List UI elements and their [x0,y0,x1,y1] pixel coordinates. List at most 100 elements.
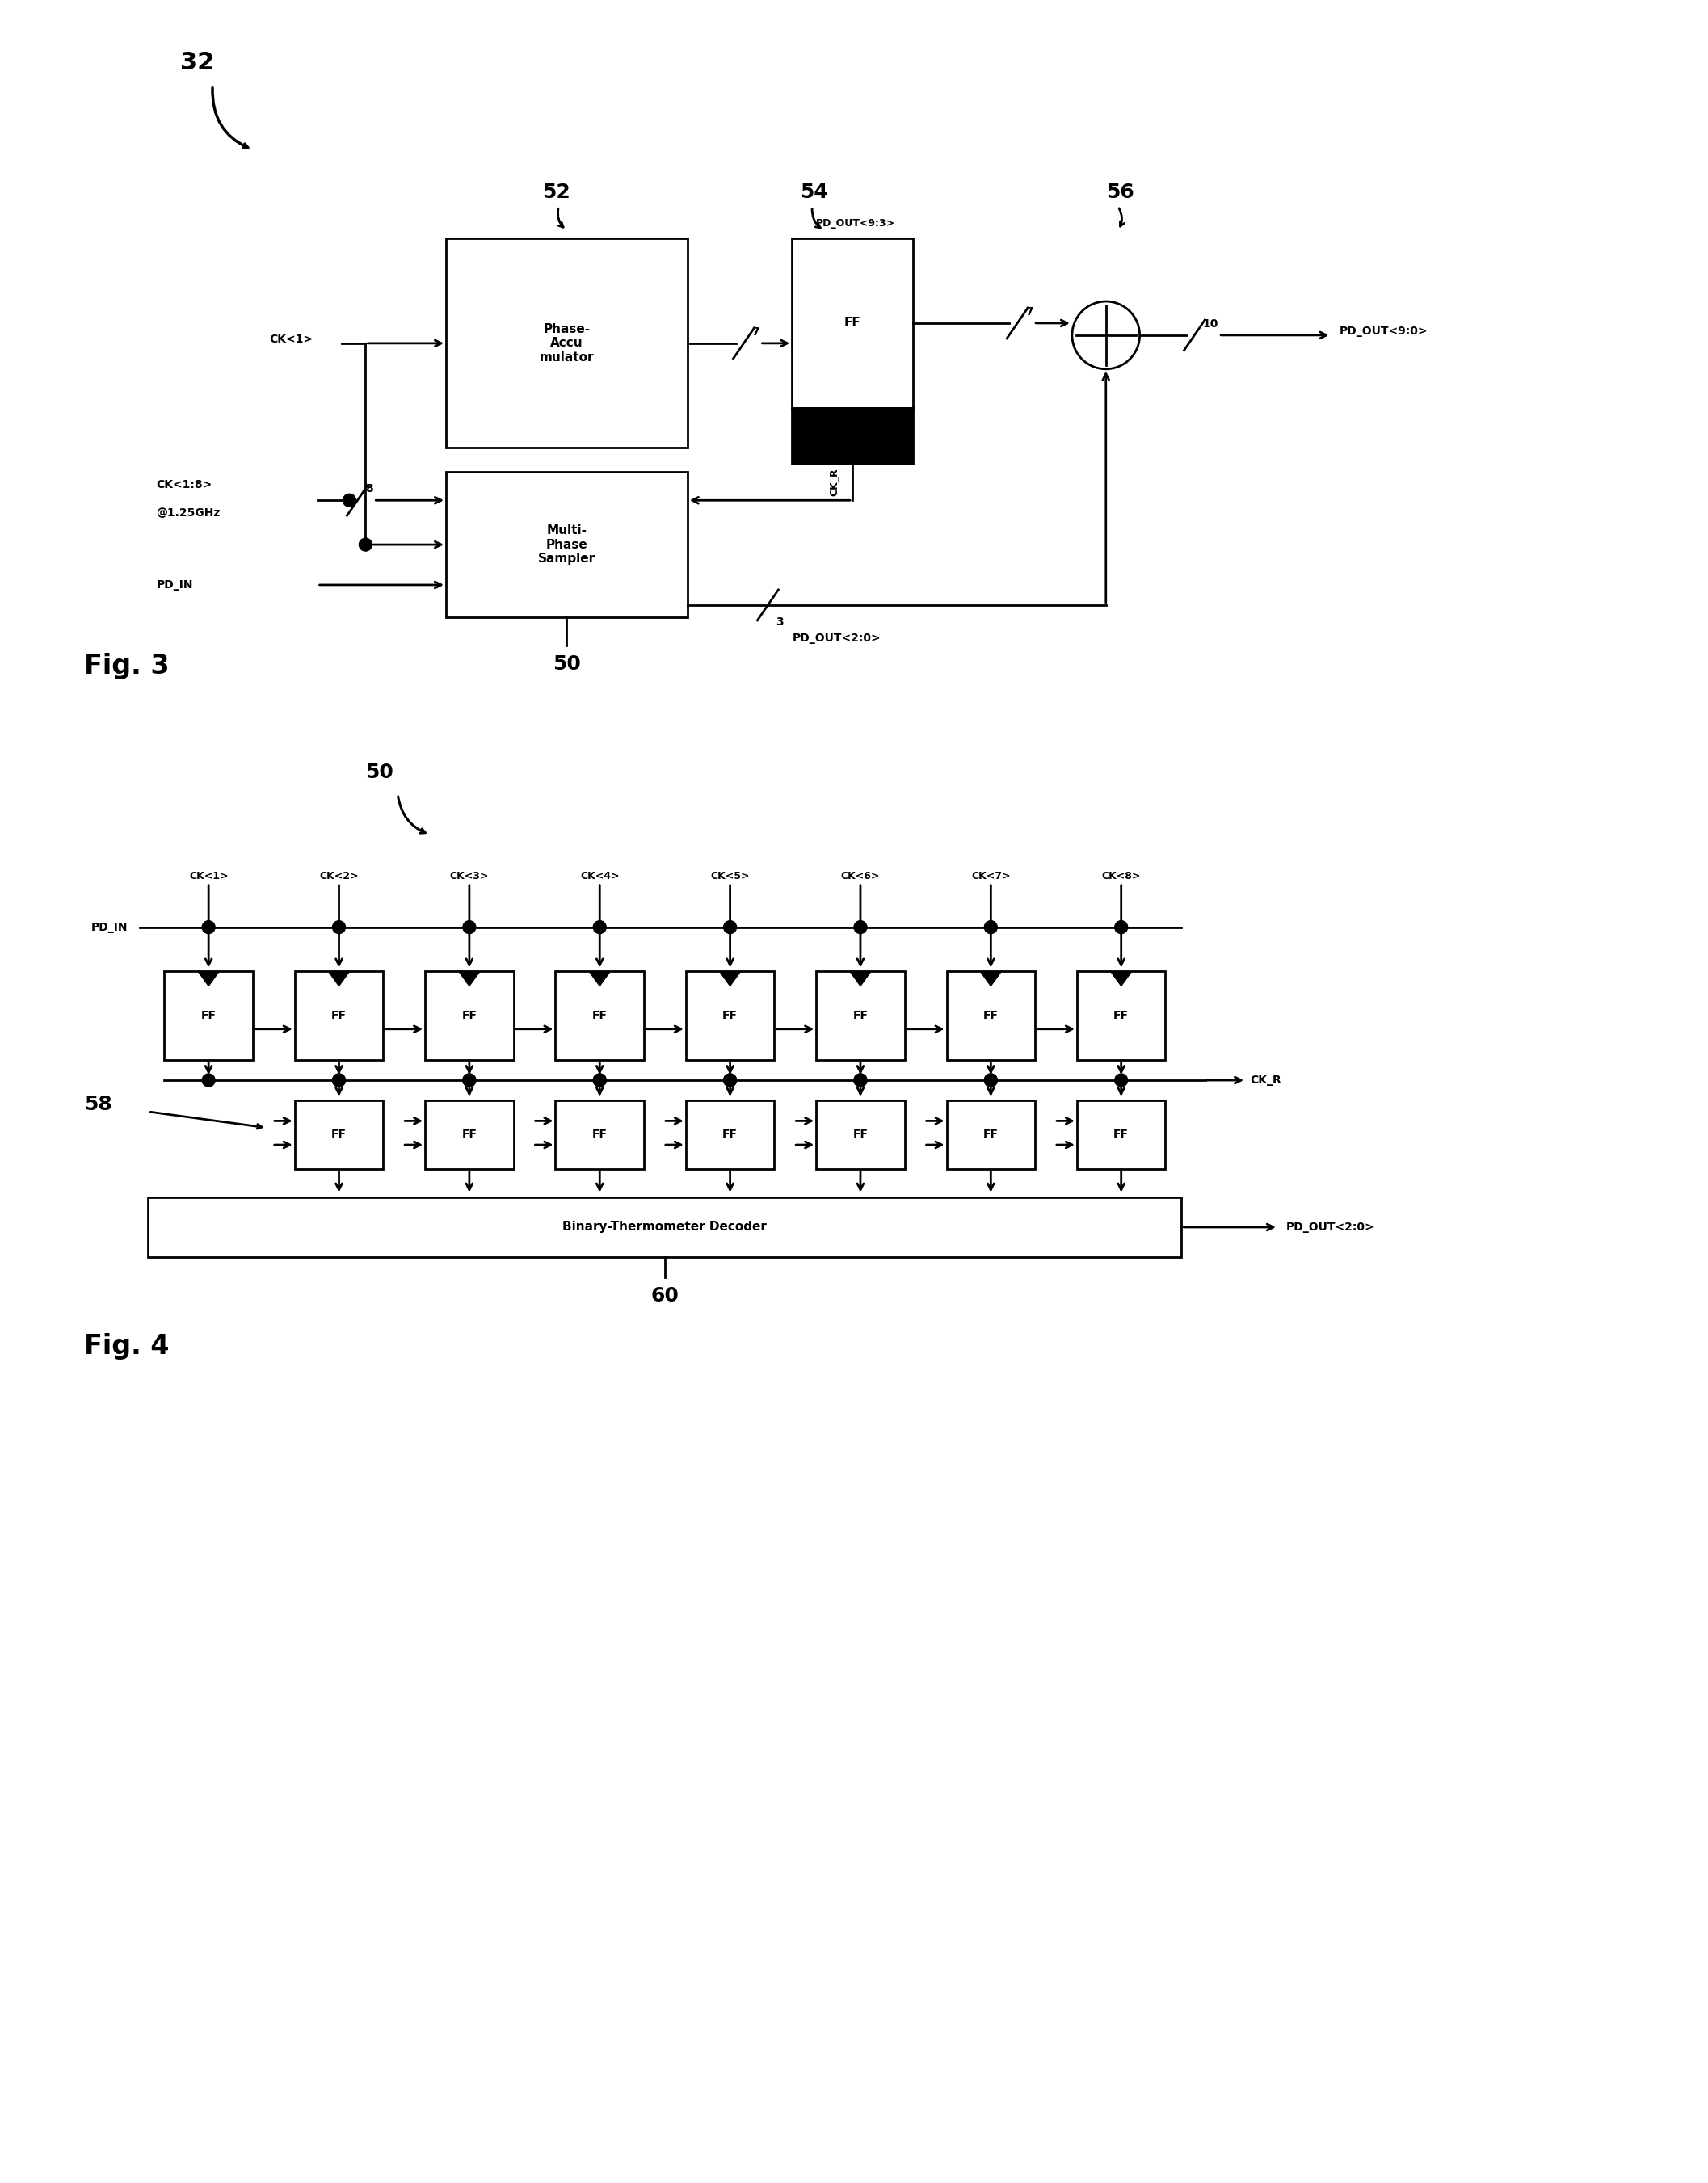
Text: @1.25GHz: @1.25GHz [155,506,220,520]
Polygon shape [589,971,610,987]
Bar [793,408,912,465]
Circle shape [333,1074,345,1087]
Bar [946,971,1035,1061]
Bar [816,1100,905,1168]
Circle shape [359,539,372,550]
Text: PD_OUT<9:0>: PD_OUT<9:0> [1339,325,1428,336]
Text: 54: 54 [799,183,828,203]
Text: FF: FF [461,1129,477,1140]
Text: Binary-Thermometer Decoder: Binary-Thermometer Decoder [562,1220,767,1233]
Bar [687,1100,774,1168]
Text: PD_IN: PD_IN [155,578,193,592]
Bar [425,971,514,1061]
Bar [446,238,687,448]
Bar [555,1100,644,1168]
Circle shape [202,921,215,934]
Polygon shape [459,971,480,987]
Circle shape [854,1074,868,1087]
Text: FF: FF [202,1011,217,1022]
Text: PD_IN: PD_IN [91,921,128,932]
Text: FF: FF [593,1011,608,1022]
Text: FF: FF [331,1129,347,1140]
Bar [1078,971,1165,1061]
Circle shape [854,1074,868,1087]
Text: 8: 8 [366,482,374,496]
Text: 32: 32 [181,50,215,74]
Text: FF: FF [984,1129,999,1140]
Text: 58: 58 [84,1096,113,1116]
Circle shape [1073,301,1139,369]
Text: FF: FF [1114,1129,1129,1140]
Bar [1078,1100,1165,1168]
Text: CK<3>: CK<3> [449,871,488,882]
Circle shape [724,1074,736,1087]
Text: 60: 60 [651,1286,680,1305]
Circle shape [984,1074,997,1087]
Text: FF: FF [722,1129,738,1140]
Text: CK<2>: CK<2> [319,871,359,882]
Text: CK<8>: CK<8> [1102,871,1141,882]
Text: 7: 7 [752,325,760,338]
Circle shape [854,921,868,934]
Circle shape [984,921,997,934]
Circle shape [1115,1074,1127,1087]
Circle shape [463,921,477,934]
Text: PD_OUT<9:3>: PD_OUT<9:3> [816,218,895,229]
Bar [295,1100,383,1168]
Circle shape [333,1074,345,1087]
Text: Phase-
Accu
mulator: Phase- Accu mulator [540,323,594,362]
Bar [164,971,253,1061]
Text: CK_R: CK_R [1250,1074,1281,1085]
Text: FF: FF [461,1011,477,1022]
Polygon shape [1110,971,1132,987]
Text: PD_OUT<2:0>: PD_OUT<2:0> [793,633,881,644]
Circle shape [724,921,736,934]
Text: CK<1:8>: CK<1:8> [155,480,212,491]
Text: CK<6>: CK<6> [840,871,880,882]
Text: CK<4>: CK<4> [581,871,620,882]
Text: 7: 7 [1025,306,1033,317]
Text: FF: FF [1114,1011,1129,1022]
Text: 10: 10 [1202,319,1218,330]
Text: CK<5>: CK<5> [711,871,750,882]
Text: FF: FF [852,1129,868,1140]
Text: PD_OUT<2:0>: PD_OUT<2:0> [1286,1222,1375,1233]
Text: CK_R: CK_R [830,467,840,496]
Bar [149,1196,1182,1257]
Polygon shape [328,971,350,987]
Text: CK<7>: CK<7> [972,871,1011,882]
Polygon shape [851,971,871,987]
Text: 56: 56 [1105,183,1134,203]
Text: FF: FF [984,1011,999,1022]
Circle shape [463,1074,477,1087]
Text: 50: 50 [366,762,393,782]
Circle shape [984,1074,997,1087]
Text: 50: 50 [553,655,581,675]
Bar [555,971,644,1061]
Text: FF: FF [331,1011,347,1022]
Bar [793,238,912,408]
Bar [446,472,687,618]
Circle shape [333,921,345,934]
Text: Fig. 4: Fig. 4 [84,1334,169,1360]
Circle shape [463,1074,477,1087]
Text: 52: 52 [543,183,570,203]
Bar [425,1100,514,1168]
Bar [295,971,383,1061]
Text: FF: FF [852,1011,868,1022]
Bar [816,971,905,1061]
Polygon shape [198,971,219,987]
Text: Multi-
Phase
Sampler: Multi- Phase Sampler [538,524,596,565]
Circle shape [593,921,606,934]
Circle shape [343,493,355,506]
Bar [946,1100,1035,1168]
Polygon shape [980,971,1001,987]
Circle shape [202,1074,215,1087]
Text: 3: 3 [775,616,784,627]
Circle shape [593,1074,606,1087]
Text: FF: FF [722,1011,738,1022]
Text: Fig. 3: Fig. 3 [84,653,169,679]
Circle shape [593,1074,606,1087]
Text: CK<1>: CK<1> [268,334,313,345]
Circle shape [724,1074,736,1087]
